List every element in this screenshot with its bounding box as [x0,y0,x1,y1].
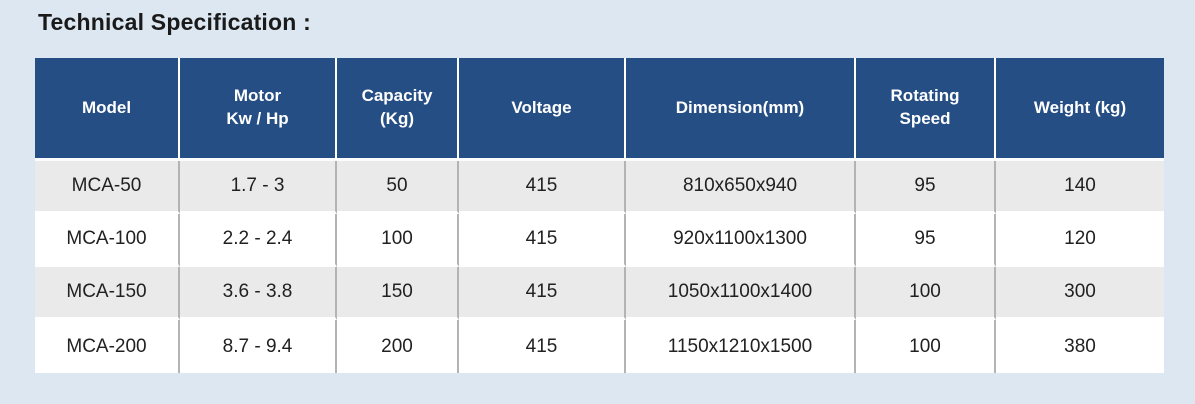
cell-motor: 1.7 - 3 [180,161,337,214]
cell-model: MCA-150 [35,267,180,320]
cell-motor: 3.6 - 3.8 [180,267,337,320]
cell-capacity: 150 [337,267,459,320]
cell-dimension: 1150x1210x1500 [626,320,856,373]
cell-weight: 120 [996,214,1164,267]
cell-weight: 140 [996,161,1164,214]
cell-weight: 300 [996,267,1164,320]
cell-voltage: 415 [459,320,626,373]
column-header-capacity: Capacity (Kg) [337,58,459,161]
cell-dimension: 920x1100x1300 [626,214,856,267]
cell-model: MCA-50 [35,161,180,214]
cell-voltage: 415 [459,214,626,267]
cell-voltage: 415 [459,267,626,320]
table-row-mca-200: MCA-200 8.7 - 9.4 200 415 1150x1210x1500… [35,320,1164,373]
table-row-mca-150: MCA-150 3.6 - 3.8 150 415 1050x1100x1400… [35,267,1164,320]
cell-rotating-speed: 95 [856,214,996,267]
technical-specification-table: Model Motor Kw / Hp Capacity (Kg) Voltag… [35,58,1164,373]
cell-capacity: 50 [337,161,459,214]
cell-rotating-speed: 100 [856,320,996,373]
table-row-mca-100: MCA-100 2.2 - 2.4 100 415 920x1100x1300 … [35,214,1164,267]
column-header-motor: Motor Kw / Hp [180,58,337,161]
column-header-model: Model [35,58,180,161]
column-header-weight: Weight (kg) [996,58,1164,161]
column-header-voltage: Voltage [459,58,626,161]
table-header: Model Motor Kw / Hp Capacity (Kg) Voltag… [35,58,1164,161]
column-header-dimension: Dimension(mm) [626,58,856,161]
cell-capacity: 100 [337,214,459,267]
cell-motor: 2.2 - 2.4 [180,214,337,267]
cell-voltage: 415 [459,161,626,214]
cell-weight: 380 [996,320,1164,373]
cell-capacity: 200 [337,320,459,373]
cell-rotating-speed: 95 [856,161,996,214]
table-row-mca-50: MCA-50 1.7 - 3 50 415 810x650x940 95 140 [35,161,1164,214]
page-title: Technical Specification : [38,9,311,35]
cell-dimension: 1050x1100x1400 [626,267,856,320]
cell-rotating-speed: 100 [856,267,996,320]
table-body: MCA-50 1.7 - 3 50 415 810x650x940 95 140… [35,161,1164,373]
cell-model: MCA-200 [35,320,180,373]
cell-model: MCA-100 [35,214,180,267]
cell-motor: 8.7 - 9.4 [180,320,337,373]
header-row: Model Motor Kw / Hp Capacity (Kg) Voltag… [35,58,1164,161]
cell-dimension: 810x650x940 [626,161,856,214]
column-header-rotating-speed: Rotating Speed [856,58,996,161]
